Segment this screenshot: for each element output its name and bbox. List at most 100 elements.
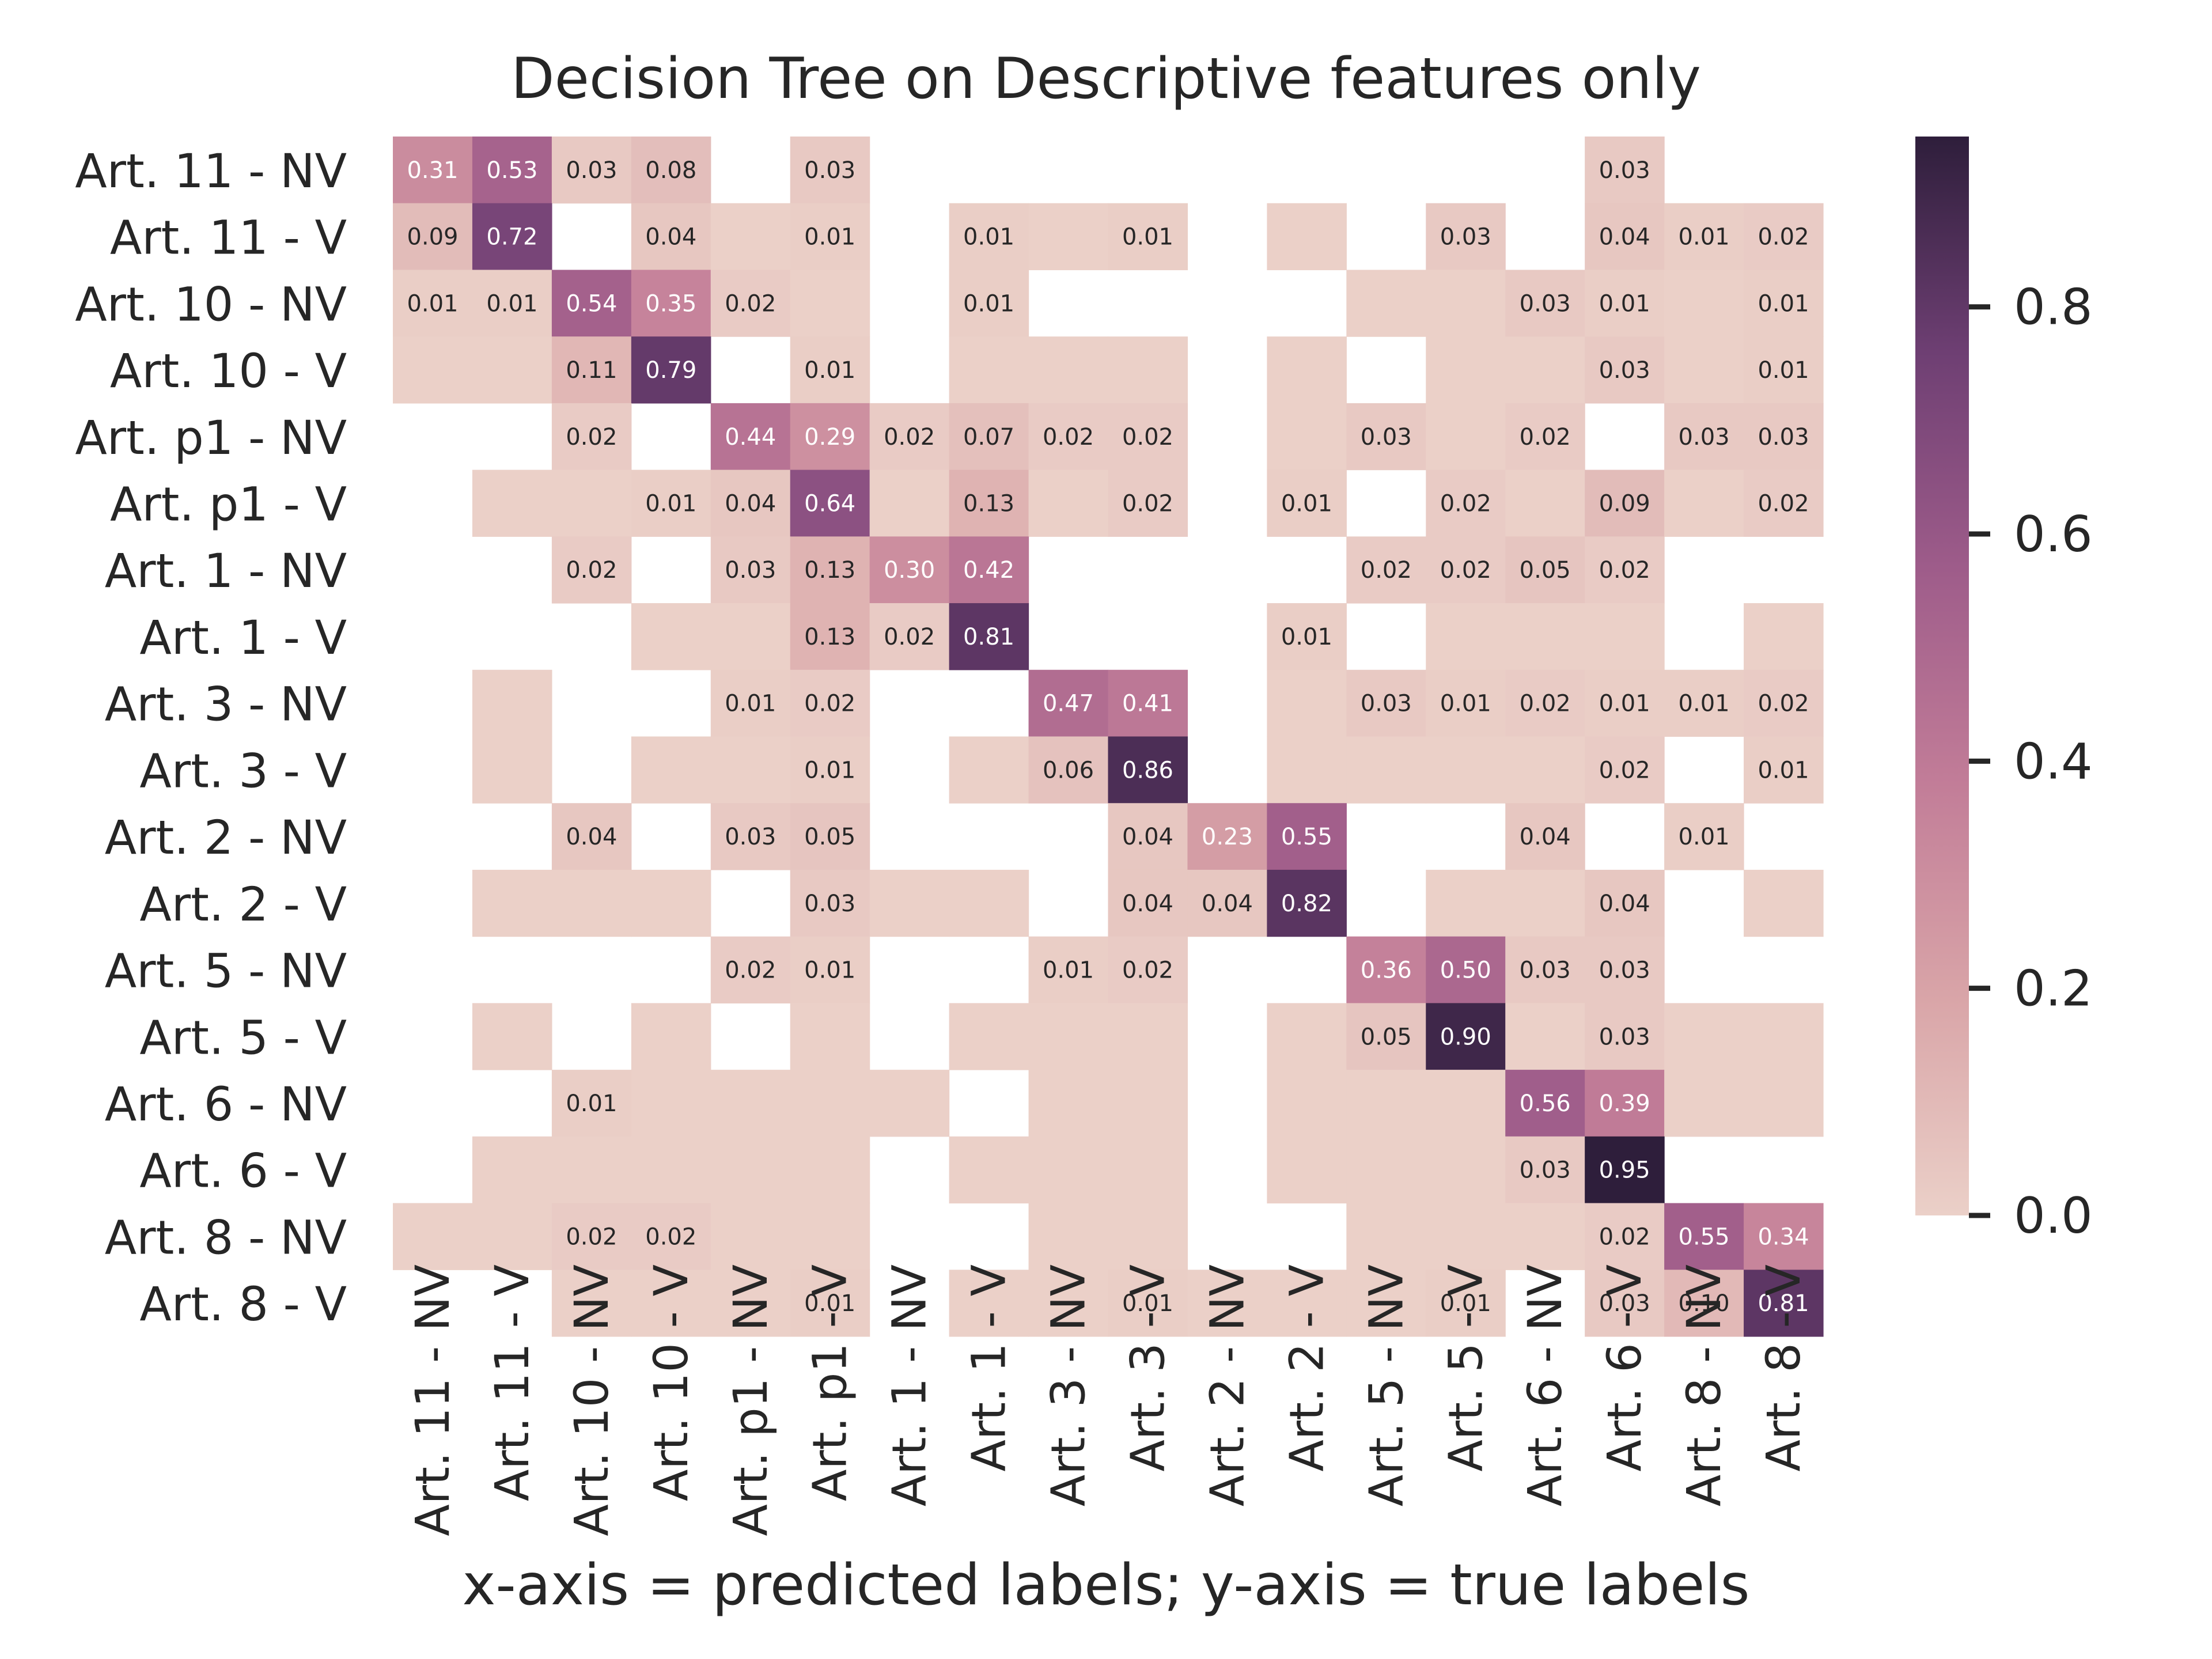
heatmap-cell xyxy=(393,137,473,204)
heatmap-cell xyxy=(1585,1003,1665,1070)
heatmap-cell xyxy=(472,1003,552,1070)
heatmap-cell xyxy=(710,669,791,737)
cell-value-label: 0.02 xyxy=(1122,490,1173,517)
heatmap-cell xyxy=(1028,203,1109,271)
cell-value-label: 0.03 xyxy=(1520,1157,1571,1184)
colorbar-tick-label: 0.0 xyxy=(2014,1187,2093,1245)
row-label: Art. 5 - V xyxy=(139,1011,347,1065)
heatmap-cell xyxy=(1744,603,1824,671)
cell-value-label: 0.05 xyxy=(1361,1024,1412,1050)
row-label: Art. p1 - V xyxy=(110,478,347,532)
cell-value-label: 0.81 xyxy=(1758,1290,1809,1317)
cell-value-label: 0.35 xyxy=(645,290,696,317)
heatmap-cell xyxy=(1267,403,1347,471)
heatmap-cell xyxy=(551,1070,632,1137)
cell-value-label: 0.05 xyxy=(804,824,855,850)
cell-value-label: 0.29 xyxy=(804,424,855,450)
column-label: Art. p1 - V xyxy=(804,1264,858,1501)
heatmap-cell xyxy=(1426,869,1506,937)
row-label: Art. p1 - NV xyxy=(75,411,347,465)
heatmap-cell xyxy=(1426,270,1506,337)
heatmap-cell xyxy=(1267,1136,1347,1204)
heatmap-cell xyxy=(472,869,552,937)
heatmap-cell xyxy=(869,1070,950,1137)
heatmap-cell xyxy=(631,137,711,204)
cell-value-label: 0.01 xyxy=(1122,1290,1173,1317)
heatmap-cell xyxy=(551,536,632,604)
heatmap-cell xyxy=(1426,603,1506,671)
heatmap-cell xyxy=(710,536,791,604)
heatmap-cell xyxy=(1744,869,1824,937)
heatmap-cell xyxy=(710,936,791,1003)
heatmap-cell xyxy=(1028,1203,1109,1270)
cell-value-label: 0.01 xyxy=(963,224,1014,251)
heatmap-cell xyxy=(472,736,552,804)
cell-value-label: 0.31 xyxy=(407,157,458,184)
heatmap-cell xyxy=(1108,1003,1188,1070)
row-label: Art. 1 - NV xyxy=(105,544,347,599)
heatmap-cell xyxy=(1028,469,1109,537)
cell-value-label: 0.02 xyxy=(1758,490,1809,517)
heatmap-cells: 0.31 0.53 0.03 0.08 0.03 0.03 0.09 0.72 0.04 0.01… xyxy=(393,137,1824,1337)
heatmap-cell xyxy=(949,1003,1029,1070)
heatmap-cell xyxy=(1108,936,1188,1003)
heatmap-cell xyxy=(1664,1070,1744,1137)
heatmap-cell xyxy=(1346,736,1426,804)
heatmap-cell xyxy=(393,1203,473,1270)
heatmap-cell xyxy=(551,403,632,471)
heatmap-cell xyxy=(551,869,632,937)
cell-value-label: 0.04 xyxy=(566,824,617,850)
cell-value-label: 0.01 xyxy=(963,290,1014,317)
column-label: Art. 11 - NV xyxy=(406,1264,460,1536)
heatmap-cell xyxy=(1505,869,1585,937)
heatmap-cell xyxy=(790,1003,870,1070)
cell-value-label: 0.02 xyxy=(1122,424,1173,450)
heatmap-cell xyxy=(1505,669,1585,737)
heatmap-cell xyxy=(790,137,870,204)
row-label: Art. 10 - NV xyxy=(75,278,347,332)
cell-value-label: 0.82 xyxy=(1281,891,1332,917)
heatmap-cell xyxy=(790,203,870,271)
cell-value-label: 0.02 xyxy=(1599,757,1650,783)
cell-value-label: 0.01 xyxy=(1599,691,1650,717)
cell-value-label: 0.02 xyxy=(1440,490,1491,517)
heatmap-cell xyxy=(1346,270,1426,337)
heatmap-cell xyxy=(1108,1270,1188,1337)
row-label: Art. 6 - V xyxy=(139,1145,347,1199)
cell-value-label: 0.03 xyxy=(1599,157,1650,184)
heatmap-cell xyxy=(551,1270,632,1337)
cell-value-label: 0.03 xyxy=(1758,424,1809,450)
cell-value-label: 0.02 xyxy=(725,290,776,317)
column-label: Art. 10 - NV xyxy=(565,1264,619,1536)
row-label: Art. 3 - NV xyxy=(105,678,347,732)
row-label: Art. 8 - NV xyxy=(105,1211,347,1265)
row-label: Art. 5 - NV xyxy=(105,945,347,999)
heatmap-cell xyxy=(1108,1136,1188,1204)
row-label: Art. 3 - V xyxy=(139,744,347,798)
heatmap-cell xyxy=(1426,1003,1506,1070)
heatmap-cell xyxy=(790,469,870,537)
cell-value-label: 0.04 xyxy=(1599,891,1650,917)
heatmap-cell xyxy=(949,403,1029,471)
cell-value-label: 0.01 xyxy=(1758,757,1809,783)
heatmap-cell xyxy=(1505,936,1585,1003)
heatmap-cell xyxy=(472,270,552,337)
cell-value-label: 0.81 xyxy=(963,624,1014,650)
column-label: Art. p1 - NV xyxy=(724,1264,778,1536)
colorbar-gradient xyxy=(1915,137,1969,1215)
column-label: Art. 3 - V xyxy=(1121,1264,1175,1472)
cell-value-label: 0.01 xyxy=(1440,1290,1491,1317)
heatmap-cell xyxy=(1346,1203,1426,1270)
heatmap-cell xyxy=(1505,403,1585,471)
heatmap-cell xyxy=(1585,1203,1665,1270)
cell-value-label: 0.02 xyxy=(1520,424,1571,450)
heatmap-cell xyxy=(1585,137,1665,204)
cell-value-label: 0.72 xyxy=(486,224,537,251)
cell-value-label: 0.02 xyxy=(1043,424,1094,450)
cell-value-label: 0.03 xyxy=(1520,290,1571,317)
cell-value-label: 0.36 xyxy=(1361,957,1412,984)
heatmap-cell xyxy=(472,203,552,271)
heatmap-cell xyxy=(710,203,791,271)
heatmap-cell xyxy=(631,1070,711,1137)
heatmap-cell xyxy=(1585,869,1665,937)
